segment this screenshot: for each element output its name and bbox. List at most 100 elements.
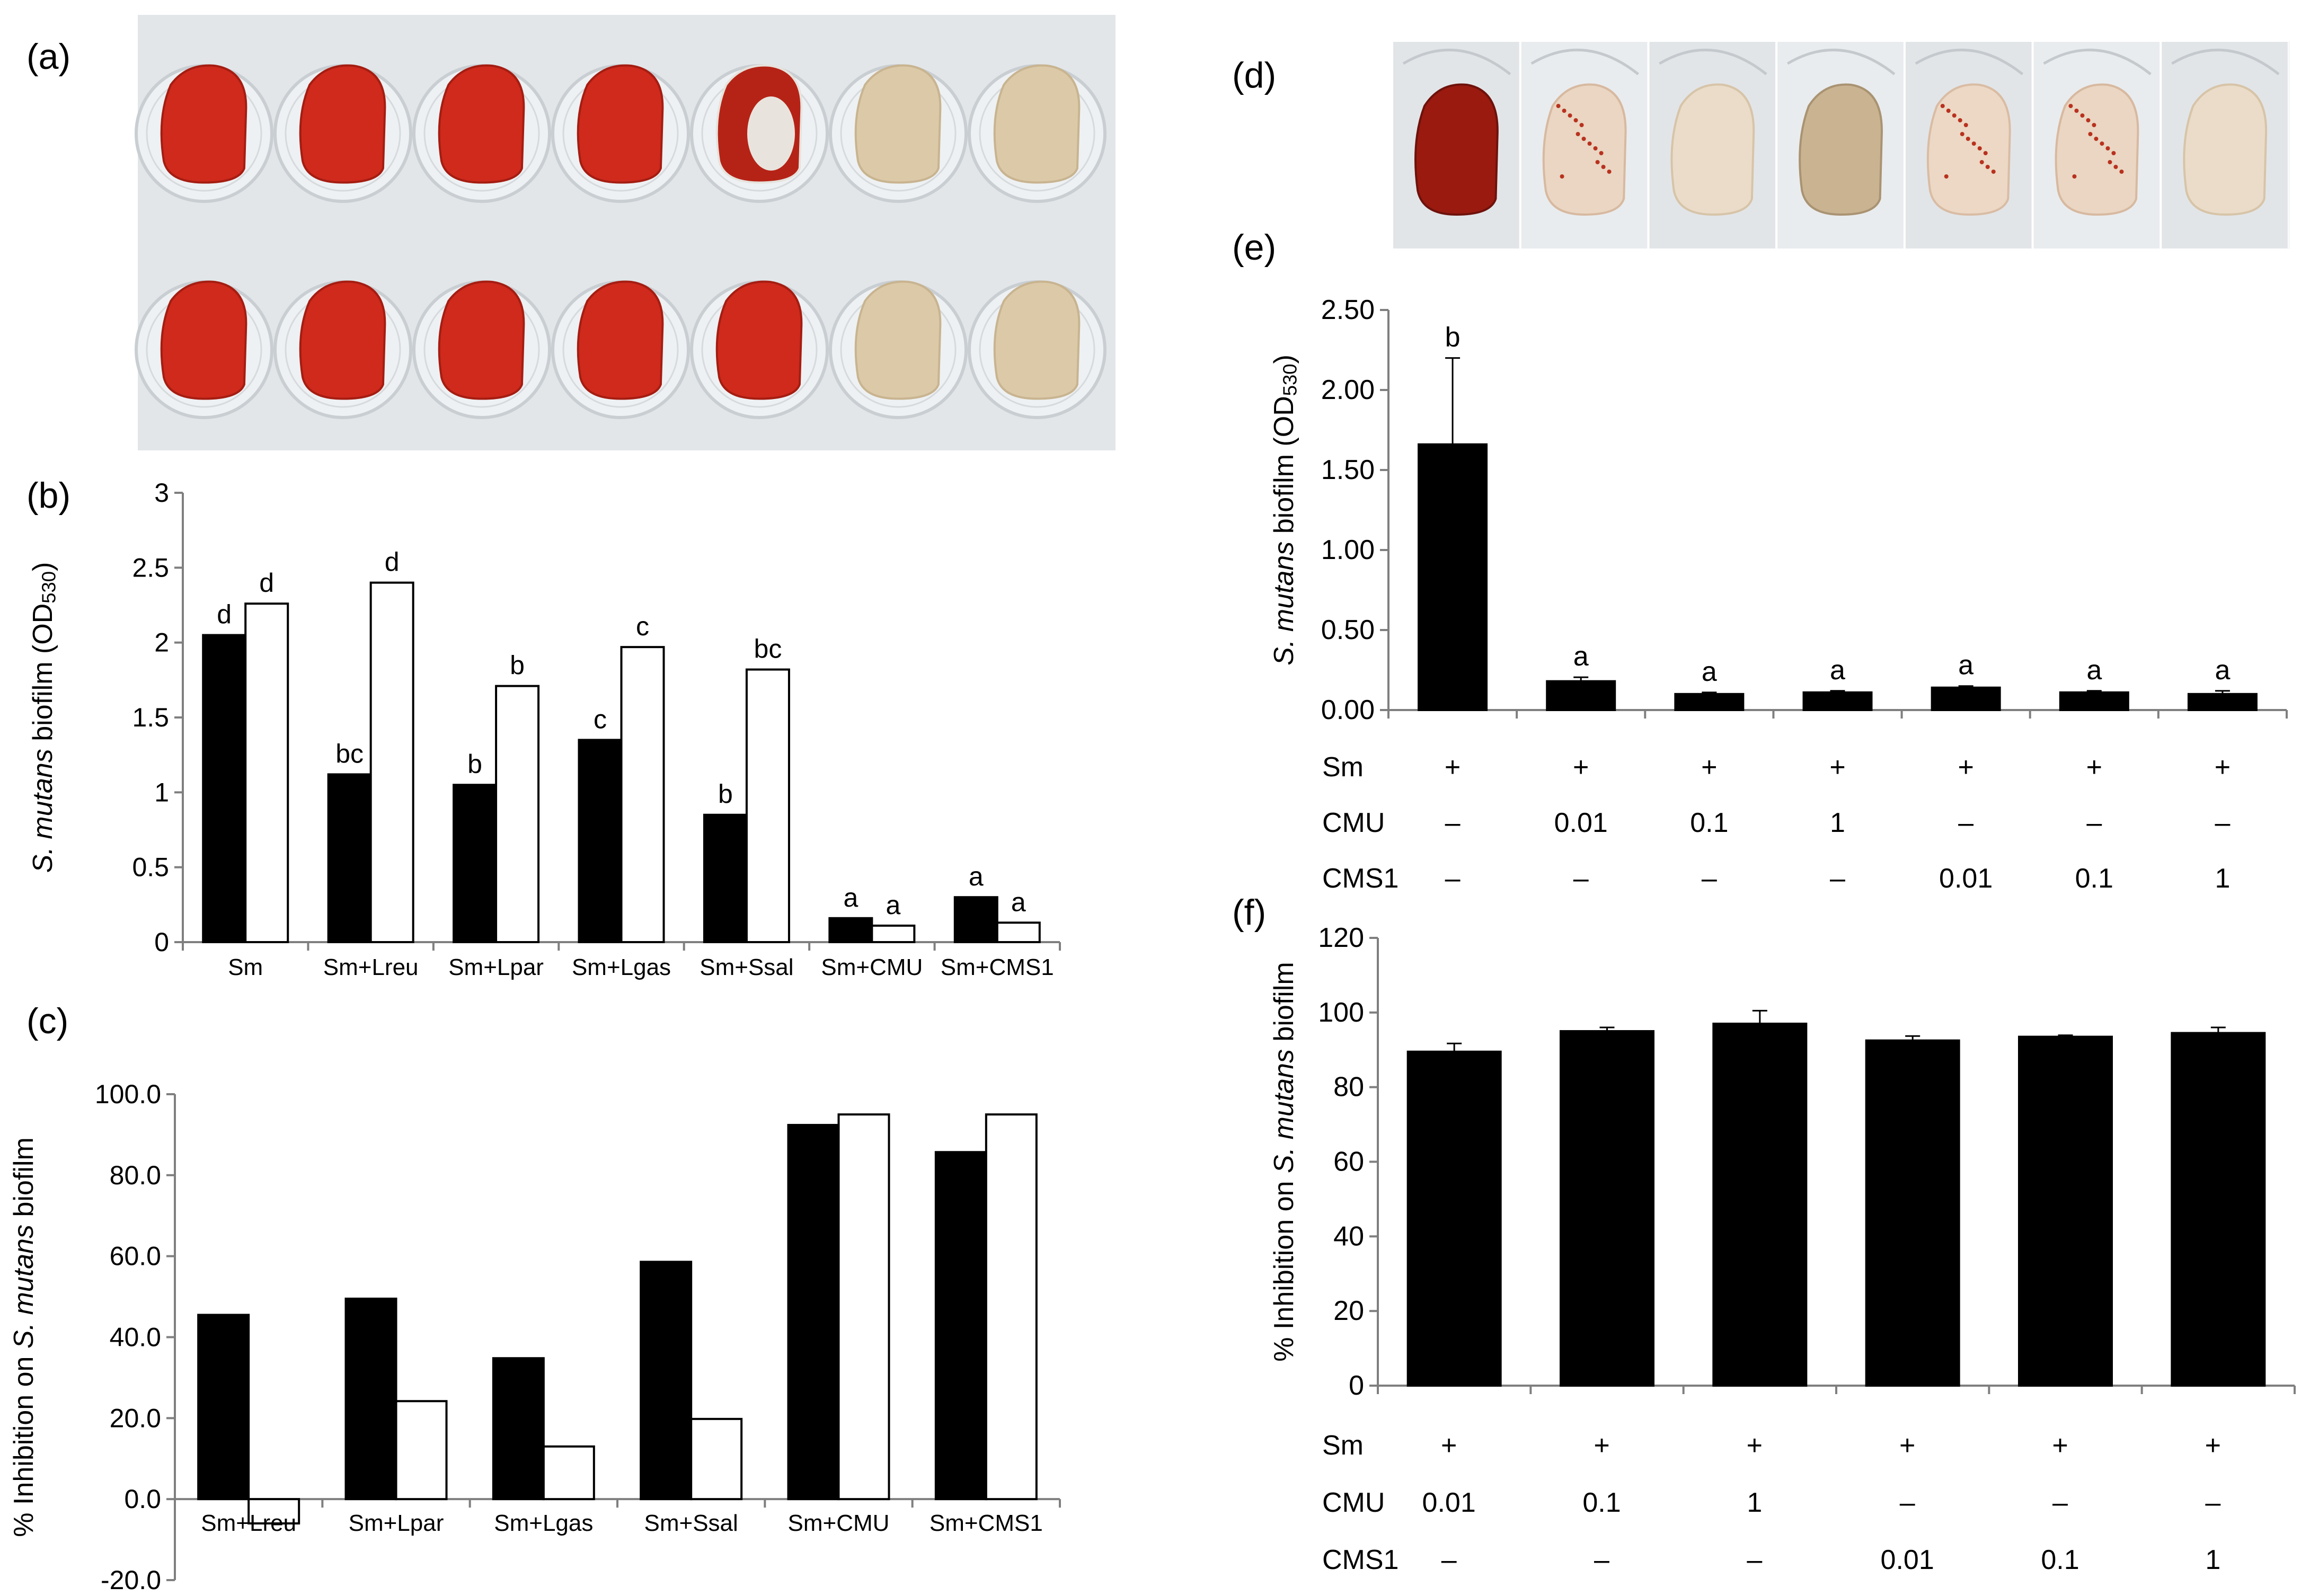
category-label: Sm+Lgas [494, 1510, 593, 1536]
red-speck [1963, 123, 1968, 127]
y-tick-label: 0.50 [1321, 615, 1375, 645]
red-speck [1983, 151, 1988, 155]
row-value: – [1441, 1545, 1457, 1575]
significance-label: a [2086, 655, 2102, 686]
row-value: – [2215, 808, 2230, 838]
photo-a-well-plate [135, 15, 1116, 450]
row-value: 1 [2215, 863, 2230, 894]
red-speck [1979, 160, 1984, 164]
red-speck [1607, 170, 1612, 174]
row-value: + [1441, 1430, 1457, 1461]
row-value: – [1445, 863, 1461, 894]
y-axis-label-part: biofilm [8, 1137, 39, 1225]
tooth [299, 64, 386, 184]
bar-white [247, 1498, 300, 1525]
y-axis-label: S. mutans biofilm (OD530) [1269, 354, 1300, 666]
well-edge [1659, 48, 1767, 75]
row-value: + [1958, 752, 1973, 783]
bar-black [344, 1297, 397, 1501]
significance-label: b [510, 651, 525, 680]
tooth [993, 280, 1081, 400]
panel-label-f: (f) [1232, 892, 1266, 933]
y-tick-label: 1.00 [1321, 535, 1375, 565]
panel-label-d: (d) [1232, 55, 1276, 95]
y-tick-label: 0.0 [124, 1484, 161, 1514]
bar-white [244, 602, 289, 943]
tooth [854, 64, 942, 184]
y-tick-label: 20.0 [110, 1403, 161, 1433]
bar-black [492, 1357, 545, 1501]
tooth [1670, 83, 1755, 216]
category-label: Sm+Ssal [644, 1510, 738, 1536]
row-value: 0.1 [2041, 1545, 2079, 1575]
y-axis-label: % Inhibition on S. mutans biofilm [8, 1137, 39, 1537]
category-label: Sm+Lgas [572, 954, 671, 980]
tooth [438, 64, 525, 184]
row-value: – [1747, 1545, 1762, 1575]
row-value: + [1573, 752, 1589, 783]
well-edge [1530, 48, 1639, 75]
row-value: + [1899, 1430, 1915, 1461]
y-axis-label-part: S. mutans [28, 749, 58, 873]
y-axis-label-part: S. mutans [1269, 542, 1299, 666]
bar-black [197, 1314, 250, 1501]
y-axis-label-part: ) [1269, 354, 1299, 363]
row-value: 0.1 [1690, 808, 1728, 838]
bar-black [787, 1124, 840, 1501]
y-tick-label: 3 [154, 478, 169, 508]
well-edge [1786, 48, 1896, 75]
bar-black [453, 784, 498, 943]
y-tick-label: 0 [1349, 1370, 1364, 1401]
y-tick-label: 120 [1318, 923, 1364, 953]
significance-label: bc [335, 739, 364, 768]
red-speck [1946, 109, 1951, 113]
significance-label: b [718, 779, 733, 809]
y-tick-label: 100.0 [95, 1079, 161, 1109]
red-speck [2086, 118, 2091, 122]
row-label: CMU [1322, 1487, 1385, 1518]
bar-white [369, 581, 414, 943]
red-speck [1971, 141, 1976, 146]
row-value: 1 [2205, 1545, 2220, 1575]
red-speck [2100, 141, 2104, 146]
bar-black [1865, 1039, 1960, 1387]
y-tick-label: 0 [154, 927, 169, 957]
y-axis-label-part: biofilm (OD [1269, 396, 1299, 541]
y-tick-label: 1.5 [132, 703, 169, 732]
tooth [438, 280, 525, 400]
red-speck [2092, 123, 2096, 127]
y-axis-label-part: 530 [1279, 364, 1300, 396]
significance-label: a [1573, 641, 1589, 672]
chart-f: 0 20 40 60 80 100 120 Sm + + + + + + CMU 0.01 0.1 1 – – – CMS… [1269, 923, 2296, 1575]
bar-black [1418, 443, 1488, 711]
significance-label: a [2215, 655, 2230, 686]
bar-white [837, 1113, 890, 1501]
bar-black [703, 813, 748, 943]
y-tick-label: 0.5 [132, 853, 169, 882]
y-axis-label-part: biofilm [1269, 962, 1299, 1049]
red-speck [1601, 165, 1606, 169]
y-tick-label: 1.50 [1321, 455, 1375, 485]
y-tick-label: 2 [154, 628, 169, 658]
y-axis-label-part: ) [28, 562, 58, 571]
row-value: – [1830, 863, 1845, 894]
red-speck [1960, 132, 1964, 136]
row-value: – [1594, 1545, 1609, 1575]
significance-label: d [385, 547, 400, 577]
category-label: Sm+CMU [788, 1510, 890, 1536]
y-tick-label: 80.0 [110, 1160, 161, 1190]
y-tick-label: 40 [1333, 1221, 1364, 1252]
bar-black [202, 634, 247, 943]
row-value: + [1829, 752, 1845, 783]
tooth [1542, 83, 1627, 216]
bar-black [578, 739, 623, 944]
row-value: – [1445, 808, 1461, 838]
tooth [993, 64, 1081, 184]
bar-black [1674, 693, 1745, 712]
red-speck [1985, 165, 1990, 169]
y-tick-label: 40.0 [110, 1323, 161, 1352]
bar-black [1560, 1030, 1654, 1387]
red-speck [1562, 109, 1567, 113]
panel-label-e: (e) [1232, 227, 1276, 268]
bar-black [1931, 686, 2001, 711]
